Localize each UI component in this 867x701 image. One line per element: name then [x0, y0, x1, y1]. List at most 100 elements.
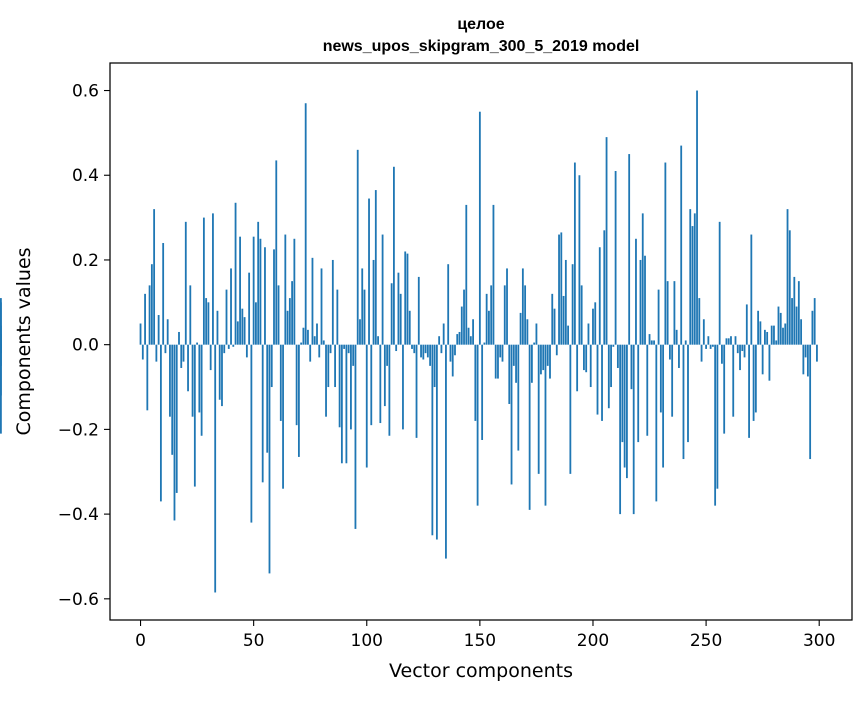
- bar: [562, 295, 565, 345]
- bar: [476, 344, 479, 506]
- bar: [700, 344, 703, 362]
- bar: [732, 344, 735, 417]
- bar: [551, 293, 554, 345]
- bar: [702, 319, 705, 345]
- bar: [0, 298, 2, 345]
- bar: [678, 344, 680, 368]
- bar: [175, 344, 178, 493]
- bar: [687, 344, 689, 443]
- bar: [343, 344, 346, 349]
- bar: [463, 289, 465, 345]
- bar: [171, 344, 174, 455]
- bar: [791, 298, 793, 345]
- bar: [533, 342, 536, 345]
- bar: [603, 230, 606, 345]
- bar: [273, 249, 275, 345]
- bar: [711, 344, 714, 347]
- bar: [460, 306, 463, 345]
- bar: [300, 342, 303, 345]
- bar: [433, 344, 436, 388]
- bar: [390, 283, 393, 345]
- bar: [583, 344, 585, 371]
- bar: [537, 344, 540, 474]
- bar: [571, 264, 574, 345]
- bar: [546, 344, 549, 366]
- bar: [802, 344, 805, 375]
- bar: [196, 342, 198, 345]
- x-tick-label: 200: [577, 631, 609, 651]
- bar: [795, 306, 798, 345]
- bar: [492, 204, 495, 345]
- bar: [521, 268, 524, 345]
- bar: [553, 308, 556, 345]
- bar: [180, 344, 183, 368]
- bar: [284, 234, 287, 345]
- bar: [472, 319, 474, 345]
- bar: [279, 344, 282, 421]
- bar: [564, 259, 567, 345]
- x-tick-label: 150: [464, 631, 496, 651]
- chart-title-line-2: news_upos_skipgram_300_5_2019 model: [323, 38, 640, 55]
- bar: [354, 344, 357, 529]
- bar: [612, 344, 615, 347]
- bar: [234, 202, 237, 345]
- bar: [184, 221, 187, 345]
- bar: [490, 285, 493, 345]
- bar: [714, 344, 717, 506]
- bar: [141, 344, 144, 360]
- bar: [637, 344, 640, 443]
- bar: [449, 344, 452, 362]
- y-tick-label: −0.6: [58, 590, 99, 610]
- bar: [311, 257, 314, 345]
- bar: [558, 234, 560, 345]
- bar: [372, 259, 375, 345]
- bar: [230, 268, 232, 345]
- bar: [786, 209, 789, 345]
- x-tick-label: 250: [690, 631, 722, 651]
- bar: [578, 175, 581, 345]
- bar: [560, 232, 563, 345]
- chart-title-line-1: целое: [457, 16, 504, 33]
- bar: [800, 319, 803, 345]
- bar: [628, 154, 631, 345]
- bar: [610, 344, 612, 388]
- bar: [666, 281, 669, 345]
- bar: [664, 162, 667, 345]
- y-tick-label: 0.2: [72, 251, 99, 271]
- bar: [675, 329, 678, 345]
- bar: [193, 344, 196, 487]
- x-tick-label: 300: [803, 631, 835, 651]
- bar: [503, 285, 506, 345]
- bar: [655, 344, 658, 502]
- bar: [734, 336, 737, 345]
- bar: [393, 166, 395, 345]
- bar: [576, 344, 579, 392]
- bar: [501, 344, 504, 362]
- bar: [159, 344, 162, 502]
- bar: [616, 344, 619, 368]
- bar: [743, 344, 746, 358]
- bar: [365, 344, 368, 468]
- bar: [797, 281, 800, 345]
- bar: [621, 344, 624, 443]
- bar: [752, 344, 755, 421]
- bar: [0, 344, 2, 434]
- bar: [252, 236, 255, 345]
- bar: [438, 336, 441, 345]
- bar: [232, 344, 235, 347]
- bar: [709, 344, 712, 349]
- bar: [779, 312, 782, 345]
- bar: [750, 234, 753, 345]
- bar: [474, 344, 477, 421]
- bar: [399, 293, 402, 345]
- bar: [150, 264, 153, 345]
- bar: [721, 344, 723, 364]
- bar: [0, 334, 2, 345]
- bar: [370, 344, 373, 426]
- bar: [420, 344, 422, 358]
- bar: [641, 213, 644, 345]
- bar: [164, 344, 167, 354]
- bar: [528, 344, 531, 510]
- bar: [368, 198, 370, 345]
- bar: [331, 259, 334, 345]
